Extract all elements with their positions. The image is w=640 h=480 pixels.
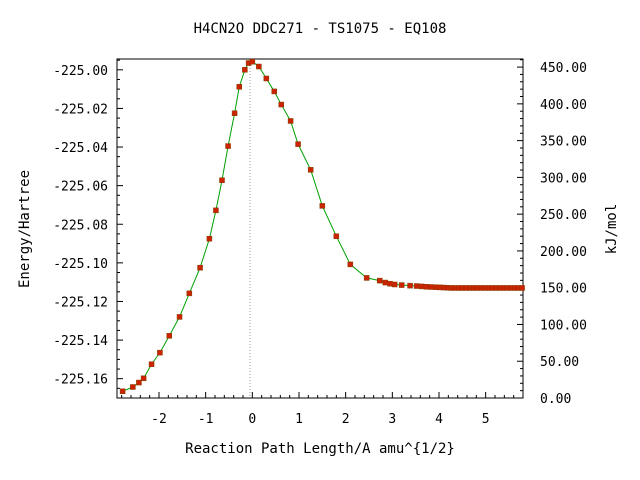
x-tick-label: 3	[388, 412, 396, 427]
plot-area: -2 -1 0 1 2 3 4 5 -225.00 -225.02 -225.04 -225.06 -2…	[53, 58, 587, 427]
data-point	[219, 177, 225, 183]
data-point	[519, 285, 525, 291]
data-point	[148, 361, 155, 367]
y-tick-label: -225.04	[53, 141, 108, 156]
data-point	[176, 314, 183, 320]
y-tick-label: -225.10	[53, 257, 108, 272]
data-point	[271, 88, 278, 95]
y-tick-label: -225.00	[53, 64, 108, 79]
y-tick-label: -225.14	[53, 334, 108, 349]
data-point	[347, 261, 354, 268]
plot-frame	[116, 58, 524, 399]
data-point	[166, 333, 173, 339]
x-tick-label: 0	[248, 412, 256, 427]
y2-tick-label: 300.00	[540, 171, 587, 186]
data-point	[213, 207, 219, 214]
data-point	[307, 167, 314, 173]
data-point	[231, 110, 238, 116]
data-point	[423, 284, 430, 290]
data-point	[333, 233, 340, 239]
y2-tick-label: 100.00	[540, 318, 587, 333]
data-point	[140, 375, 147, 382]
data-point	[387, 280, 393, 287]
data-point	[418, 283, 425, 290]
x-tick-label: 1	[295, 412, 303, 427]
y2-tick-label: 450.00	[540, 61, 587, 76]
data-point	[242, 67, 248, 73]
y2-tick-label: 350.00	[540, 135, 587, 150]
data-point	[197, 264, 203, 271]
chart-title: H4CN2O DDC271 - TS1075 - EQ108	[194, 21, 447, 37]
data-point	[157, 349, 163, 356]
data-point	[136, 379, 142, 386]
data-point	[398, 282, 405, 288]
data-point	[319, 203, 326, 209]
data-point	[407, 282, 413, 289]
data-point	[413, 283, 420, 289]
y2-tick-label: 250.00	[540, 208, 587, 223]
x-axis-label: Reaction Path Length/A amu^{1/2}	[185, 441, 455, 457]
data-point	[376, 277, 383, 284]
x-tick-label: 2	[342, 412, 350, 427]
data-point	[130, 384, 136, 390]
data-point	[428, 284, 434, 290]
data-point	[186, 290, 193, 297]
series-line	[122, 61, 523, 392]
y2-tick-label: 0.00	[540, 392, 571, 407]
data-point	[363, 275, 370, 281]
data-point	[278, 101, 285, 108]
y-tick-label: -225.06	[53, 180, 108, 195]
y2-axis-label: kJ/mol	[604, 204, 620, 255]
data-point	[287, 118, 294, 124]
data-point	[206, 235, 213, 242]
data-point	[295, 141, 301, 147]
data-point	[256, 63, 262, 70]
data-point	[382, 279, 389, 286]
y2-tick-label: 200.00	[540, 245, 587, 260]
y-axis-label: Energy/Hartree	[17, 170, 33, 288]
y-tick-label: -225.02	[53, 102, 108, 117]
data-point	[225, 143, 231, 149]
x-tick-label: 4	[435, 412, 443, 427]
y-tick-label: -225.16	[53, 373, 108, 388]
data-point	[249, 58, 256, 65]
data-point	[119, 388, 126, 394]
y-tick-label: -225.08	[53, 218, 108, 233]
data-point	[391, 281, 398, 288]
y-tick-label: -225.12	[53, 295, 108, 310]
x-tick-label: -1	[198, 412, 214, 427]
y2-tick-label: 150.00	[540, 282, 587, 297]
x-tick-label: -2	[151, 412, 167, 427]
data-point	[263, 75, 270, 82]
y2-tick-label: 50.00	[540, 355, 579, 370]
data-point	[236, 84, 243, 90]
x-tick-label: 5	[482, 412, 490, 427]
y2-tick-label: 400.00	[540, 98, 587, 113]
